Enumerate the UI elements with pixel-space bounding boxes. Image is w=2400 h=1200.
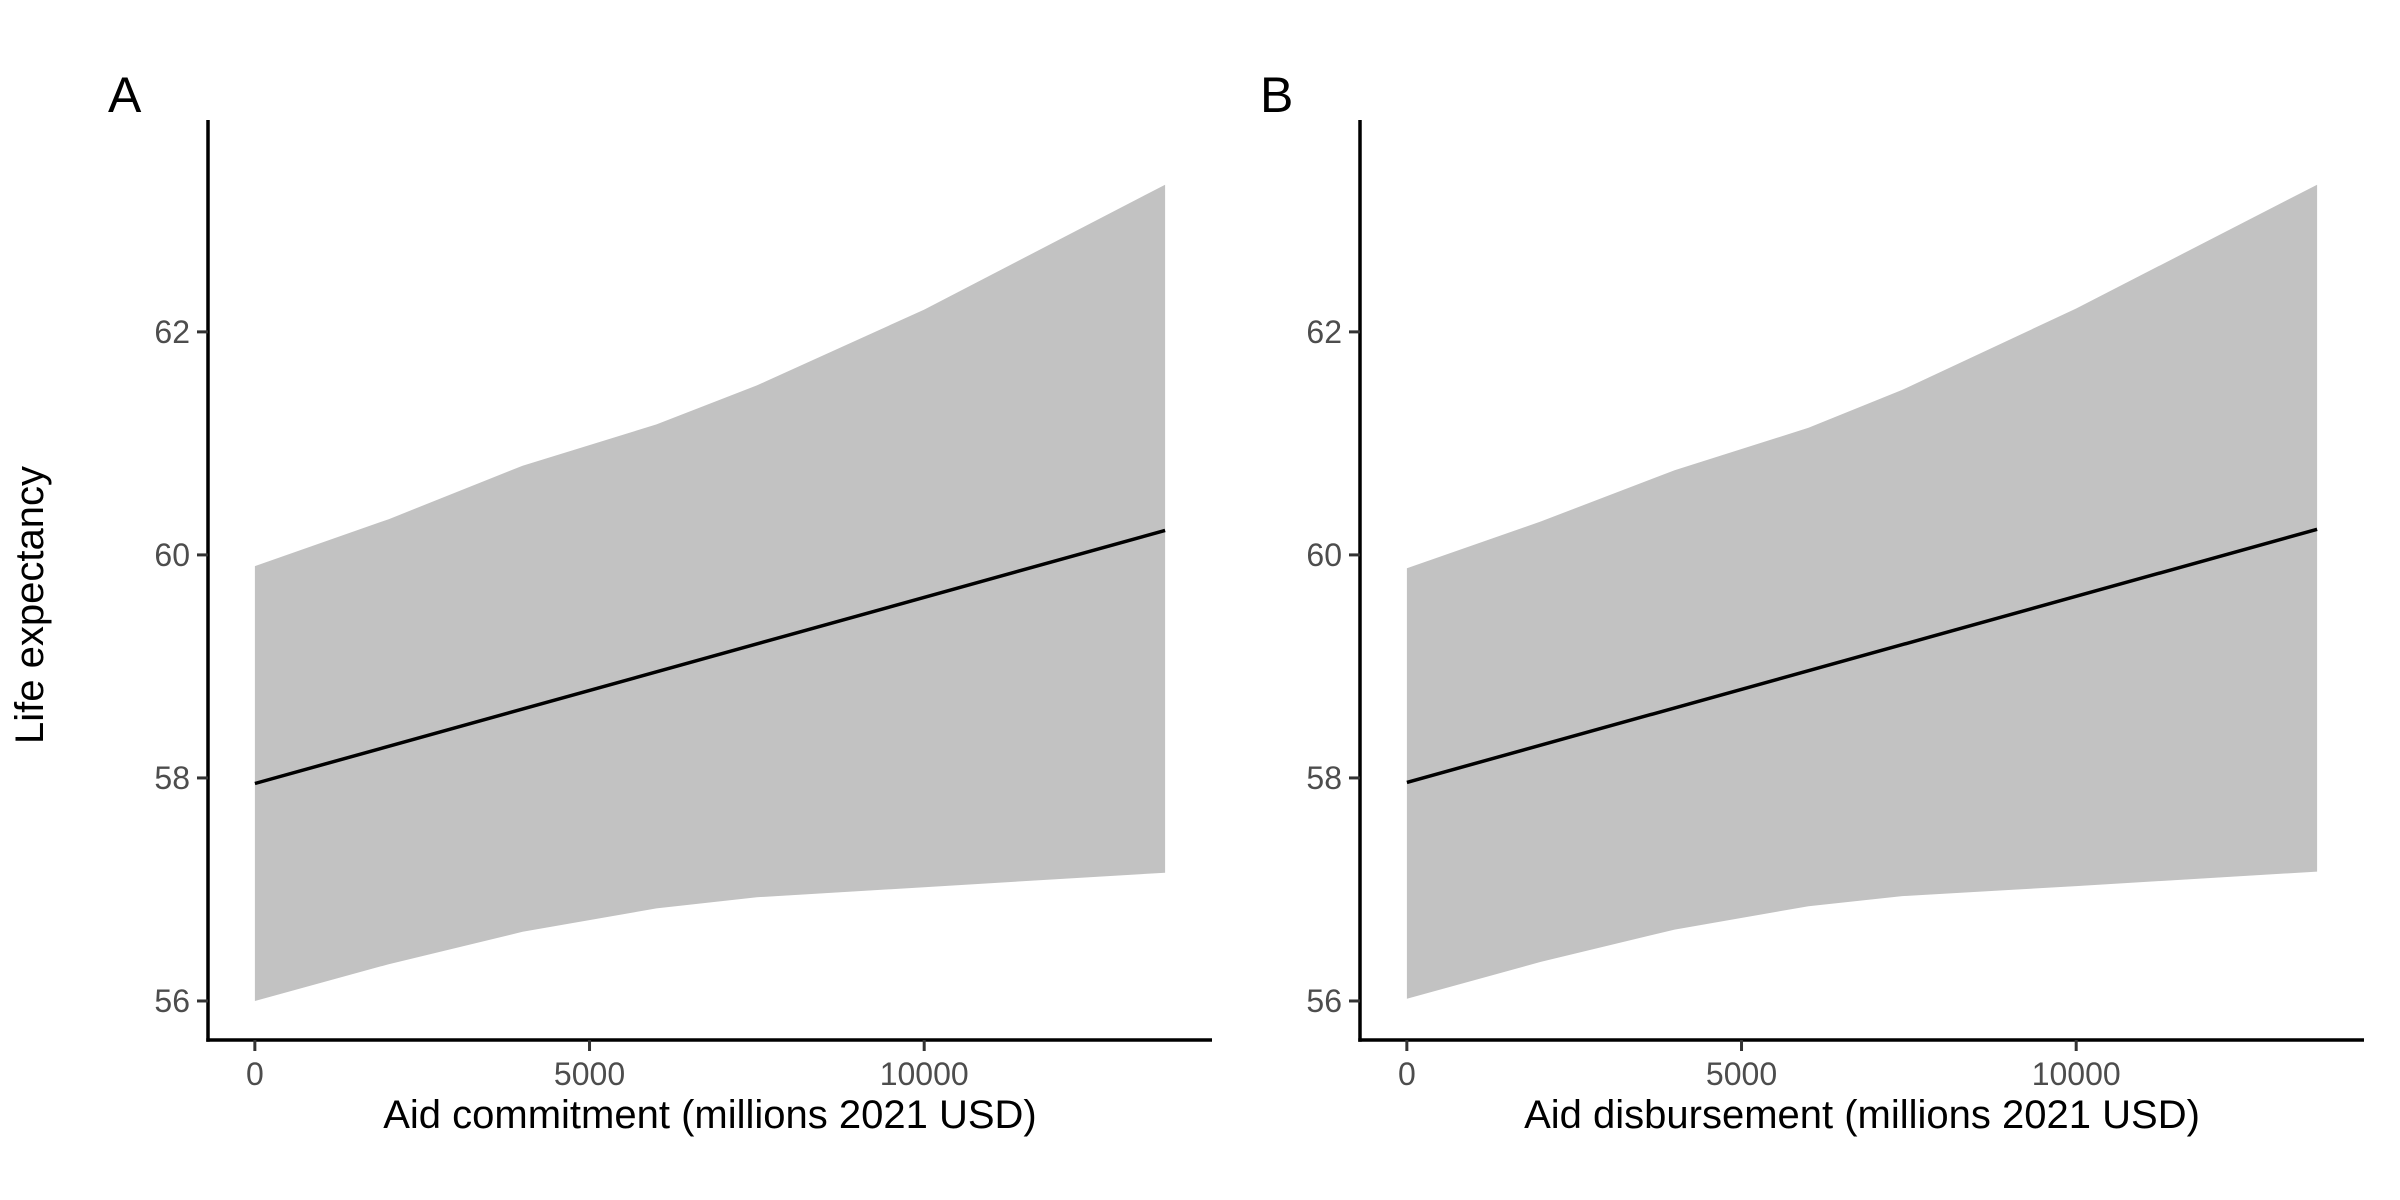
confidence-ribbon <box>254 184 1166 1001</box>
y-tick-label: 58 <box>1306 760 1342 796</box>
x-tick-label: 5000 <box>1706 1056 1777 1092</box>
y-tick-label: 60 <box>154 537 190 573</box>
y-tick-label: 60 <box>1306 537 1342 573</box>
x-tick-label: 0 <box>1398 1056 1416 1092</box>
x-tick-label: 0 <box>246 1056 264 1092</box>
y-tick-label: 56 <box>1306 983 1342 1019</box>
x-tick-label: 10000 <box>880 1056 969 1092</box>
y-axis-title: Life expectancy <box>8 466 52 744</box>
panel-letter: A <box>108 67 142 123</box>
x-tick-label: 5000 <box>554 1056 625 1092</box>
x-axis-title: Aid commitment (millions 2021 USD) <box>383 1093 1037 1137</box>
x-axis-title: Aid disbursement (millions 2021 USD) <box>1524 1093 2200 1137</box>
y-tick-label: 56 <box>154 983 190 1019</box>
y-tick-label: 62 <box>1306 314 1342 350</box>
y-tick-label: 62 <box>154 314 190 350</box>
panel-letter: B <box>1260 67 1293 123</box>
confidence-ribbon <box>1406 184 2318 999</box>
fitted-line <box>1406 527 2318 785</box>
y-tick-label: 58 <box>154 760 190 796</box>
x-tick-label: 10000 <box>2032 1056 2121 1092</box>
fitted-line <box>254 528 1166 786</box>
